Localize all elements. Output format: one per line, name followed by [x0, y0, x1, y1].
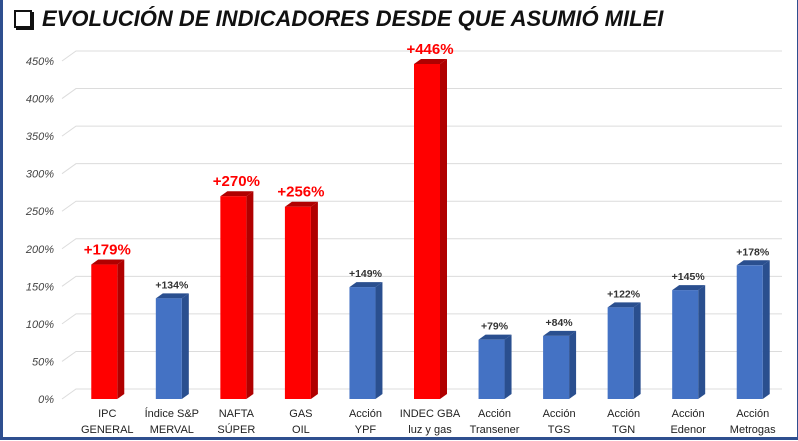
gridline: [61, 125, 782, 137]
bar-top: [220, 191, 254, 197]
x-tick-label: Acción: [478, 408, 511, 420]
x-tick-label: OIL: [292, 424, 310, 436]
data-label: +446%: [406, 41, 453, 58]
bar-top: [91, 259, 125, 265]
bar-side: [569, 330, 577, 399]
x-tick-label: GENERAL: [81, 424, 134, 436]
bar-side: [504, 334, 512, 399]
y-tick-label: 200%: [25, 244, 54, 256]
bar-side: [375, 282, 383, 399]
y-tick-label: 400%: [26, 94, 54, 106]
bar: [672, 290, 699, 399]
gridline: [61, 238, 782, 250]
bar-top: [672, 285, 706, 291]
gridline: [61, 200, 782, 212]
y-tick-label: 0%: [38, 394, 54, 406]
y-tick-label: 450%: [26, 56, 54, 68]
y-tick-label: 250%: [25, 206, 54, 218]
bar: [349, 287, 376, 399]
data-label: +145%: [672, 271, 706, 283]
data-label: +122%: [607, 288, 641, 300]
x-tick-label: Edenor: [670, 424, 706, 436]
y-tick-label: 350%: [26, 131, 54, 143]
bar: [284, 206, 311, 399]
x-tick-label: MERVAL: [150, 424, 194, 436]
data-label: +79%: [481, 321, 509, 333]
x-tick-label: SÚPER: [217, 423, 255, 436]
bar-top: [349, 282, 383, 288]
y-tick-label: 100%: [26, 319, 54, 331]
bar: [607, 307, 634, 399]
bar: [543, 335, 570, 399]
x-tick-label: Acción: [349, 408, 382, 420]
gridline: [61, 88, 782, 99]
gridline: [61, 313, 782, 325]
chart-title-row: EVOLUCIÓN DE INDICADORES DESDE QUE ASUMI…: [14, 6, 663, 32]
bar-side: [246, 191, 254, 399]
x-tick-label: Acción: [543, 408, 576, 420]
bar-top: [478, 334, 512, 340]
x-tick-label: NAFTA: [219, 408, 255, 420]
bar-side: [698, 285, 706, 399]
bar-side: [440, 59, 447, 399]
bar-side: [762, 260, 770, 399]
gridline: [61, 163, 782, 175]
x-tick-label: luz y gas: [408, 424, 452, 436]
x-tick-label: Metrogas: [730, 424, 776, 436]
x-tick-label: Transener: [470, 424, 520, 436]
bar-top: [736, 260, 770, 266]
data-label: +270%: [213, 173, 260, 190]
x-tick-label: Acción: [736, 408, 769, 420]
bar-side: [181, 293, 189, 399]
x-tick-label: Acción: [607, 408, 640, 420]
data-label: +149%: [349, 268, 383, 280]
x-tick-label: INDEC GBA: [400, 408, 461, 420]
x-tick-label: IPC: [98, 408, 116, 420]
bar-top: [155, 293, 189, 299]
bar-side: [117, 259, 125, 399]
x-tick-label: Acción: [672, 408, 705, 420]
checkbox-bullet-icon: [14, 10, 32, 28]
data-label: +179%: [84, 242, 131, 259]
bar: [91, 264, 118, 399]
bar-side: [310, 201, 318, 399]
bar: [736, 265, 763, 399]
y-tick-label: 300%: [26, 169, 54, 181]
gridline: [61, 50, 782, 62]
bar: [414, 64, 440, 399]
data-label: +256%: [277, 184, 324, 201]
bar-top: [607, 302, 641, 308]
gridline: [61, 275, 782, 287]
data-label: +134%: [155, 279, 189, 291]
bar-top: [543, 330, 577, 336]
chart-title: EVOLUCIÓN DE INDICADORES DESDE QUE ASUMI…: [42, 6, 664, 31]
bar: [478, 339, 505, 399]
bar: [155, 298, 182, 399]
bar: [220, 196, 247, 399]
x-tick-label: GAS: [289, 408, 312, 420]
x-tick-label: Índice S&P: [145, 407, 199, 420]
y-tick-label: 50%: [32, 356, 54, 368]
x-tick-label: YPF: [355, 424, 377, 436]
y-tick-label: 150%: [26, 281, 54, 293]
data-label: +178%: [736, 246, 770, 258]
data-label: +84%: [546, 317, 574, 329]
x-tick-label: TGS: [548, 424, 571, 436]
bar-side: [633, 302, 641, 399]
x-tick-label: TGN: [612, 424, 635, 436]
bar-top: [414, 59, 447, 65]
bar-top: [284, 201, 318, 207]
